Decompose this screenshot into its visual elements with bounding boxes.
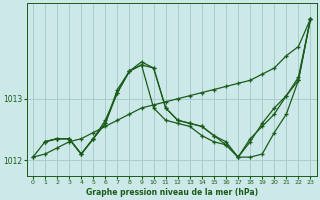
X-axis label: Graphe pression niveau de la mer (hPa): Graphe pression niveau de la mer (hPa): [86, 188, 258, 197]
